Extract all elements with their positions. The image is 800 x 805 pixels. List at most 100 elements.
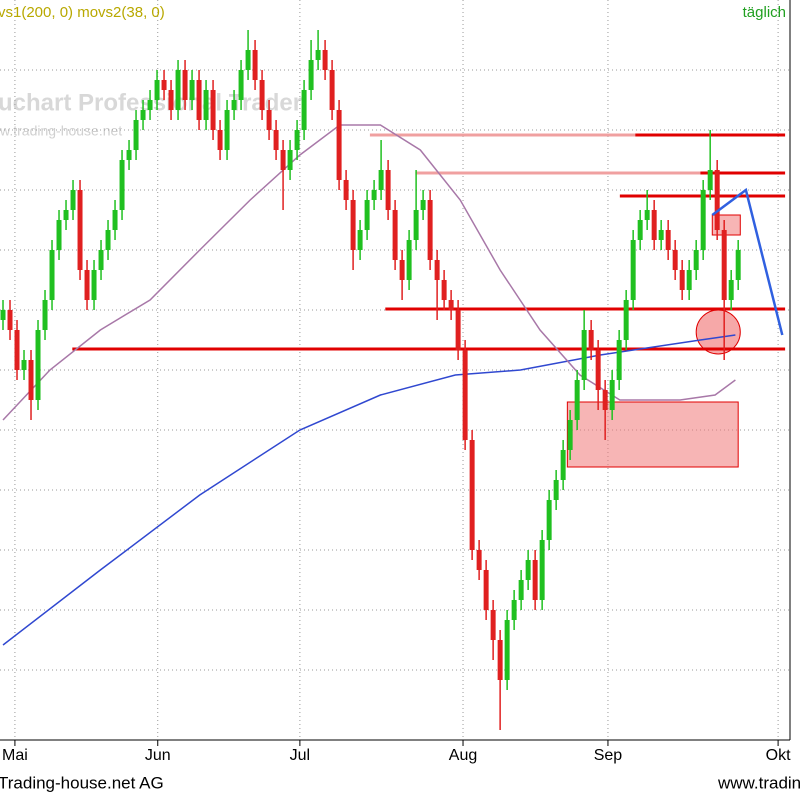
candle-body bbox=[679, 270, 685, 290]
candle-body bbox=[287, 150, 293, 170]
candle-body bbox=[399, 260, 405, 280]
highlight-ellipse bbox=[695, 309, 741, 355]
footer-right: www.trading bbox=[717, 773, 800, 792]
candle-body bbox=[511, 600, 517, 620]
candle-body bbox=[224, 110, 230, 150]
candle-body bbox=[266, 110, 272, 130]
candle-body bbox=[133, 120, 139, 150]
candle-body bbox=[721, 230, 727, 300]
candle-body bbox=[462, 350, 468, 440]
candle-body bbox=[483, 570, 489, 610]
candle-body bbox=[301, 90, 307, 130]
candle-body bbox=[308, 60, 314, 90]
candle-body bbox=[651, 210, 657, 240]
candle-body bbox=[7, 310, 13, 330]
candle-body bbox=[56, 220, 62, 250]
candle-body bbox=[203, 90, 209, 120]
candle-body bbox=[553, 480, 559, 500]
candle-body bbox=[504, 620, 510, 680]
candle-body bbox=[672, 250, 678, 270]
candle-body bbox=[63, 210, 69, 220]
footer-left: Trading-house.net AG bbox=[0, 773, 164, 792]
candle-body bbox=[455, 310, 461, 350]
candle-body bbox=[350, 200, 356, 250]
candle-body bbox=[476, 550, 482, 570]
candle-body bbox=[336, 110, 342, 180]
candle-body bbox=[35, 330, 41, 400]
candle-body bbox=[210, 90, 216, 130]
projection-line bbox=[711, 187, 784, 336]
candle-body bbox=[574, 380, 580, 420]
x-tick-label: Aug bbox=[449, 747, 477, 764]
x-tick-label: Mai bbox=[2, 747, 28, 764]
candle-body bbox=[420, 200, 426, 210]
candle-body bbox=[700, 190, 706, 250]
moving-average bbox=[2, 124, 736, 421]
candle-body bbox=[427, 200, 433, 260]
candle-body bbox=[42, 300, 48, 330]
candle-body bbox=[364, 200, 370, 230]
candle-body bbox=[161, 80, 167, 90]
x-tick-label: Jul bbox=[290, 747, 310, 764]
candle-body bbox=[469, 440, 475, 550]
candle-body bbox=[371, 190, 377, 200]
period-label: täglich bbox=[743, 4, 786, 21]
candle-body bbox=[434, 260, 440, 280]
candle-body bbox=[735, 250, 741, 280]
indicator-label: vs1(200, 0) movs2(38, 0) bbox=[0, 4, 165, 21]
candle-body bbox=[588, 330, 594, 350]
candle-body bbox=[217, 130, 223, 150]
candle-body bbox=[686, 270, 692, 290]
candle-body bbox=[119, 160, 125, 210]
watermark: w.trading-house.net bbox=[0, 123, 122, 139]
candle-body bbox=[392, 210, 398, 260]
candle-body bbox=[0, 310, 6, 320]
candle-body bbox=[448, 300, 454, 310]
candle-body bbox=[595, 350, 601, 390]
candle-body bbox=[140, 110, 146, 120]
candle-body bbox=[168, 90, 174, 110]
candle-body bbox=[329, 70, 335, 110]
candle-body bbox=[707, 170, 713, 190]
candle-body bbox=[21, 360, 27, 370]
candle-body bbox=[616, 340, 622, 380]
x-tick-label: Jun bbox=[145, 747, 171, 764]
candle-body bbox=[245, 50, 251, 70]
candle-body bbox=[378, 170, 384, 190]
candle-body bbox=[189, 80, 195, 100]
plot-area bbox=[0, 0, 790, 746]
candle-body bbox=[259, 80, 265, 110]
candle-body bbox=[315, 50, 321, 60]
candle-body bbox=[539, 540, 545, 600]
candle-body bbox=[518, 580, 524, 600]
candle-body bbox=[406, 240, 412, 280]
candle-body bbox=[623, 300, 629, 340]
candle-body bbox=[490, 610, 496, 640]
candle-body bbox=[581, 330, 587, 380]
candle-body bbox=[105, 230, 111, 250]
candle-body bbox=[665, 230, 671, 250]
candle-body bbox=[98, 250, 104, 270]
candle-body bbox=[84, 270, 90, 300]
x-tick-label: Sep bbox=[594, 747, 623, 764]
candle-body bbox=[14, 330, 20, 370]
candle-body bbox=[728, 280, 734, 300]
candle-body bbox=[413, 210, 419, 240]
moving-average bbox=[2, 334, 736, 646]
candle-body bbox=[693, 250, 699, 270]
candle-body bbox=[567, 420, 573, 450]
candle-body bbox=[609, 380, 615, 410]
candle-body bbox=[273, 130, 279, 150]
candle-body bbox=[196, 80, 202, 120]
candle-body bbox=[602, 390, 608, 410]
candle-body bbox=[525, 560, 531, 580]
candle-body bbox=[343, 180, 349, 200]
zone-box bbox=[566, 401, 739, 468]
candle-body bbox=[294, 130, 300, 150]
candle-body bbox=[532, 560, 538, 600]
candle-body bbox=[560, 450, 566, 480]
candle-body bbox=[112, 210, 118, 230]
candle-body bbox=[147, 100, 153, 110]
candle-body bbox=[357, 230, 363, 250]
